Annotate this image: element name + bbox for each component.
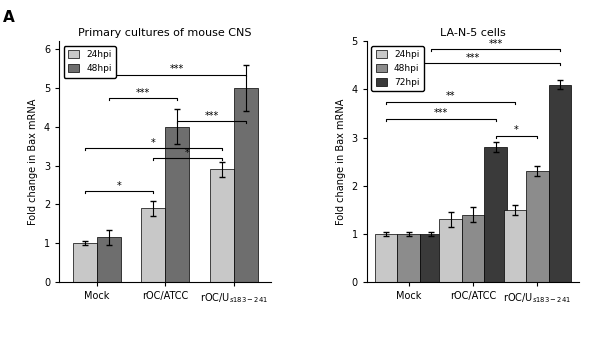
Bar: [484, 147, 507, 282]
Bar: [97, 237, 121, 282]
Bar: [165, 127, 189, 282]
Text: *: *: [116, 181, 121, 191]
Bar: [504, 210, 526, 282]
Text: *: *: [185, 148, 190, 158]
Text: ***: ***: [204, 111, 219, 121]
Bar: [375, 234, 398, 282]
Bar: [420, 234, 443, 282]
Legend: 24hpi, 48hpi, 72hpi: 24hpi, 48hpi, 72hpi: [371, 46, 424, 91]
Bar: [233, 88, 258, 282]
Bar: [548, 85, 571, 282]
Bar: [73, 243, 97, 282]
Text: **: **: [446, 92, 455, 101]
Bar: [398, 234, 420, 282]
Bar: [526, 171, 548, 282]
Text: ***: ***: [170, 64, 184, 74]
Bar: [462, 215, 484, 282]
Title: LA-N-5 cells: LA-N-5 cells: [440, 28, 506, 38]
Text: *: *: [151, 138, 155, 148]
Text: ***: ***: [488, 39, 503, 49]
Bar: [141, 208, 165, 282]
Bar: [210, 170, 233, 282]
Text: ***: ***: [136, 88, 150, 98]
Y-axis label: Fold change in Bax mRNA: Fold change in Bax mRNA: [336, 98, 346, 225]
Text: ***: ***: [434, 108, 448, 118]
Bar: [439, 219, 462, 282]
Text: ***: ***: [466, 53, 480, 63]
Legend: 24hpi, 48hpi: 24hpi, 48hpi: [64, 46, 116, 78]
Text: *: *: [514, 125, 519, 135]
Text: A: A: [3, 10, 15, 25]
Title: Primary cultures of mouse CNS: Primary cultures of mouse CNS: [79, 28, 252, 38]
Y-axis label: Fold change in Bax mRNA: Fold change in Bax mRNA: [28, 98, 38, 225]
